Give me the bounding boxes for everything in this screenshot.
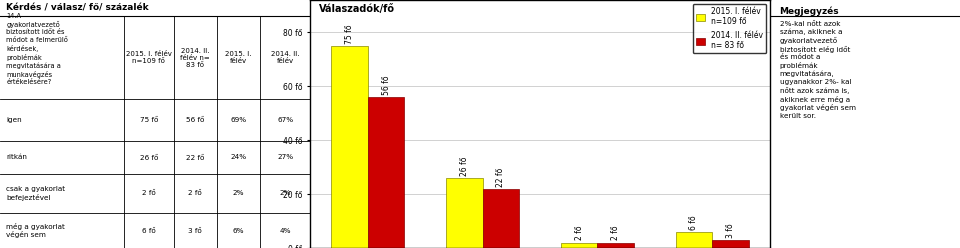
- Bar: [561, 243, 597, 248]
- Bar: [483, 189, 519, 248]
- Text: 2015. I.
félév: 2015. I. félév: [226, 51, 252, 64]
- Text: 2%: 2%: [279, 190, 291, 196]
- Text: 3 fő: 3 fő: [726, 223, 735, 238]
- Text: 69%: 69%: [230, 117, 247, 123]
- Text: 26 fő: 26 fő: [139, 155, 158, 160]
- Text: ritkán: ritkán: [6, 155, 27, 160]
- Text: 2 fő: 2 fő: [612, 226, 620, 241]
- Text: 2014. II.
félév n=
83 fő: 2014. II. félév n= 83 fő: [180, 48, 210, 68]
- Text: 4%: 4%: [279, 228, 291, 234]
- Text: 26 fő: 26 fő: [460, 156, 468, 176]
- Text: 22 fő: 22 fő: [496, 167, 505, 186]
- Text: Megjegyzés: Megjegyzés: [780, 6, 839, 16]
- Legend: 2015. I. félév
n=109 fő, 2014. II. félév
n= 83 fő: 2015. I. félév n=109 fő, 2014. II. félév…: [693, 4, 766, 53]
- Text: 27%: 27%: [277, 155, 293, 160]
- Text: csak a gyakorlat
befejeztével: csak a gyakorlat befejeztével: [6, 186, 65, 201]
- Text: 2015. I. félév
n=109 fő: 2015. I. félév n=109 fő: [126, 51, 172, 64]
- Bar: [368, 97, 404, 248]
- Text: 56 fő: 56 fő: [381, 75, 391, 95]
- Text: igen: igen: [6, 117, 22, 123]
- Text: még a gyakorlat
végén sem: még a gyakorlat végén sem: [6, 223, 65, 238]
- Text: 6%: 6%: [233, 228, 245, 234]
- Bar: [676, 232, 712, 248]
- Text: 6 fő: 6 fő: [142, 228, 156, 234]
- Text: 24%: 24%: [230, 155, 247, 160]
- Bar: [445, 178, 483, 248]
- Text: 2014. II.
félév: 2014. II. félév: [271, 51, 300, 64]
- Text: 2 fő: 2 fő: [575, 226, 584, 241]
- Text: Válaszadók/fő: Válaszadók/fő: [319, 4, 396, 14]
- Text: 2 fő: 2 fő: [188, 190, 203, 196]
- Text: Kérdés / válasz/ fő/ százalék: Kérdés / válasz/ fő/ százalék: [6, 3, 149, 12]
- Text: 75 fő: 75 fő: [139, 117, 158, 123]
- Text: 6 fő: 6 fő: [689, 215, 699, 230]
- Text: 14.A
gyakorlatvezető
biztosított időt és
módot a felmerülő
kérdések,
problémák
m: 14.A gyakorlatvezető biztosított időt és…: [6, 13, 68, 85]
- Bar: [331, 46, 368, 248]
- Text: 3 fő: 3 fő: [188, 228, 203, 234]
- Bar: [712, 240, 749, 248]
- Text: 2 fő: 2 fő: [142, 190, 156, 196]
- Text: 56 fő: 56 fő: [186, 117, 204, 123]
- Text: 2%-kal nőtt azok
száma, akiknek a
gyakorlatvezető
biztosított elég időt
és módot: 2%-kal nőtt azok száma, akiknek a gyakor…: [780, 21, 855, 119]
- Text: 67%: 67%: [277, 117, 293, 123]
- Text: 75 fő: 75 fő: [345, 24, 354, 44]
- Bar: [597, 243, 635, 248]
- Text: 22 fő: 22 fő: [186, 155, 204, 160]
- Text: 2%: 2%: [233, 190, 245, 196]
